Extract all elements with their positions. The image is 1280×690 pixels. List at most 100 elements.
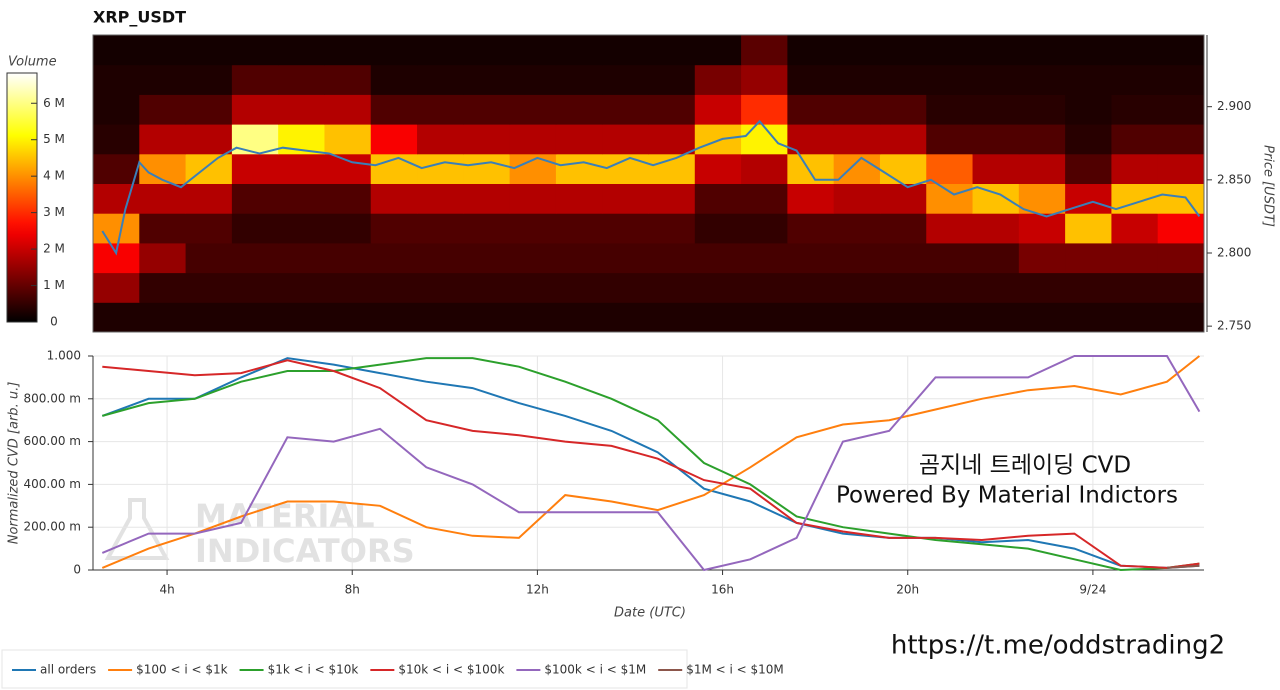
heatmap-cell (139, 272, 187, 303)
colorbar-tick-label: 1 M (43, 278, 65, 292)
y-tick-label: 200.00 m (24, 520, 82, 534)
heatmap-cell (463, 153, 511, 184)
heatmap-cell (324, 242, 372, 274)
heatmap-cell (1065, 94, 1112, 125)
heatmap-cell (231, 35, 279, 66)
heatmap-cell (185, 94, 233, 125)
y-tick-label: 2.750 (1217, 319, 1251, 333)
heatmap-cell (555, 124, 603, 155)
legend-label: $100k < i < $1M (544, 663, 646, 677)
heatmap-cell (1018, 242, 1066, 274)
heatmap-cell (139, 64, 187, 95)
heatmap-cell (1111, 35, 1159, 66)
heatmap-cell (694, 272, 742, 303)
colorbar-tick-label: 2 M (43, 242, 65, 256)
heatmap-cell (833, 94, 881, 125)
heatmap-cell (833, 302, 881, 333)
series-line (101, 355, 1201, 569)
heatmap-cell (741, 242, 788, 274)
watermark-icon (104, 498, 170, 560)
x-tick-label: 4h (159, 583, 174, 597)
heatmap-cell (278, 94, 325, 125)
heatmap-cell (1111, 213, 1159, 244)
heatmap-cell (648, 64, 696, 95)
heatmap-cell (741, 272, 788, 303)
heatmap-cell (926, 242, 974, 274)
heatmap-cell (602, 183, 649, 214)
heatmap-cell (972, 213, 1020, 244)
heatmap-cell (370, 35, 418, 66)
y-axis-label: Normalized CVD [arb. u.] (7, 382, 22, 545)
heatmap-cell (1018, 64, 1066, 95)
heatmap-cell (741, 213, 788, 244)
heatmap-cell (278, 183, 325, 214)
heatmap-cell (1157, 153, 1205, 184)
heatmap-cell (694, 64, 742, 95)
colorbar-tick-label: 0 (50, 315, 58, 329)
heatmap-cell (926, 35, 974, 66)
heatmap-cell (278, 213, 325, 244)
heatmap-cell (370, 183, 418, 214)
heatmap-cell (185, 64, 233, 95)
heatmap-cell (1018, 183, 1066, 214)
heatmap-cell (185, 302, 233, 333)
heatmap-cell (1157, 272, 1205, 303)
legend-label: $100 < i < $1k (136, 663, 228, 677)
heatmap-cell (463, 272, 511, 303)
heatmap-cell (1065, 35, 1112, 66)
heatmap-cell (509, 35, 557, 66)
heatmap-cell (1065, 124, 1112, 155)
heatmap-cell (1157, 242, 1205, 274)
heatmap-cell (139, 35, 187, 66)
heatmap-cell (185, 153, 233, 184)
heatmap-cell (741, 35, 788, 66)
heatmap-cell (602, 213, 649, 244)
heatmap-cell (555, 183, 603, 214)
heatmap-cell (1018, 94, 1066, 125)
heatmap-cell (1157, 94, 1205, 125)
heatmap-cell (463, 64, 511, 95)
heatmap-cell (833, 213, 881, 244)
heatmap-cell (417, 213, 464, 244)
series-line (101, 355, 1201, 572)
heatmap-cell (463, 302, 511, 333)
heatmap-cell (1111, 94, 1159, 125)
heatmap-cell (833, 35, 881, 66)
heatmap-cell (648, 272, 696, 303)
heatmap-cell (555, 94, 603, 125)
heatmap-cell (1157, 213, 1205, 244)
heatmap-cell (1111, 124, 1159, 155)
heatmap-cell (185, 35, 233, 66)
heatmap-cell (972, 242, 1020, 274)
colorbar-tick-label: 3 M (43, 205, 65, 219)
x-tick-label: 9/24 (1079, 583, 1106, 597)
heatmap-cell (648, 302, 696, 333)
heatmap-cell (1018, 213, 1066, 244)
heatmap-cell (694, 302, 742, 333)
heatmap-cell (1065, 153, 1112, 184)
heatmap-cell (463, 124, 511, 155)
heatmap-cell (972, 272, 1020, 303)
heatmap-cell (879, 124, 927, 155)
heatmap-cell (185, 272, 233, 303)
heatmap-cell (879, 213, 927, 244)
heatmap-cell (231, 153, 279, 184)
heatmap-cell (417, 94, 464, 125)
heatmap-cell (648, 94, 696, 125)
heatmap-cell (787, 94, 835, 125)
heatmap-cell (1157, 35, 1205, 66)
heatmap-cell (1065, 213, 1112, 244)
heatmap-cell (1018, 302, 1066, 333)
heatmap-cell (509, 94, 557, 125)
heatmap-cell (93, 153, 140, 184)
heatmap-cell (833, 124, 881, 155)
heatmap-cell (93, 35, 140, 66)
heatmap-cell (602, 242, 649, 274)
heatmap-cell (787, 183, 835, 214)
heatmap-cell (1111, 242, 1159, 274)
y-tick-label: 2.900 (1217, 99, 1251, 113)
heatmap-cell (787, 35, 835, 66)
heatmap-cell (833, 242, 881, 274)
heatmap-cell (694, 213, 742, 244)
